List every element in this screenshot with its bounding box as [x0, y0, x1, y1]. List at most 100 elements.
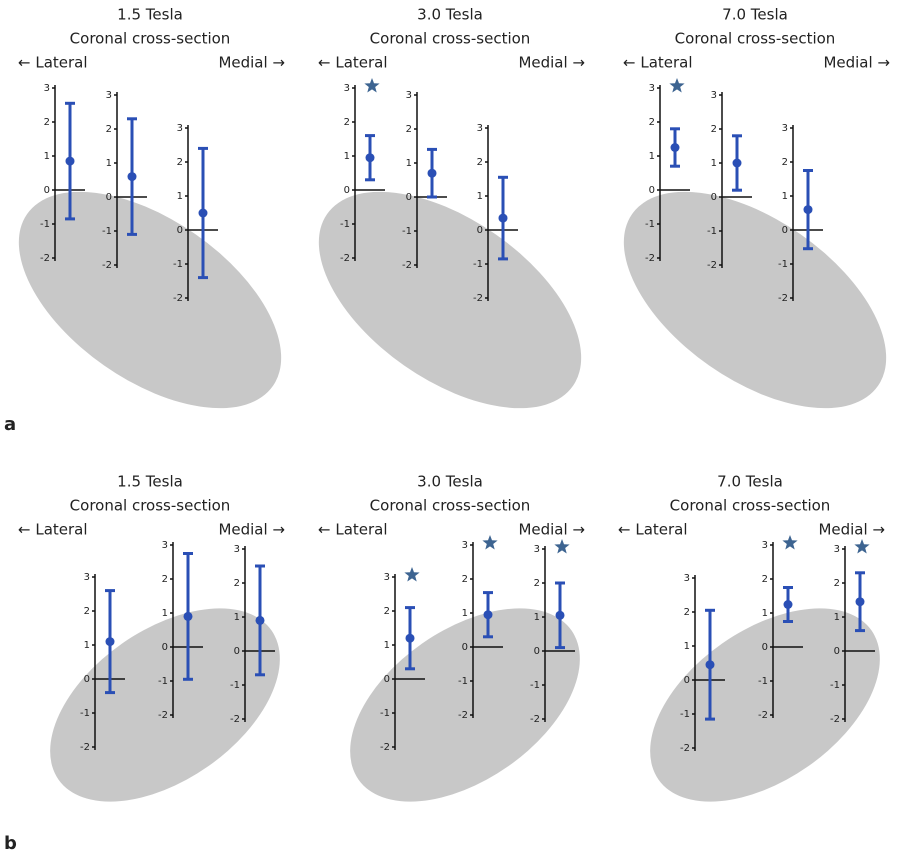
mean-point — [484, 610, 493, 619]
y-tick-label: 1 — [177, 191, 183, 202]
medial-label: Medial → — [818, 521, 885, 539]
y-tick-label: 1 — [762, 608, 768, 619]
y-tick-label: 0 — [477, 225, 483, 236]
medial-label: Medial → — [518, 54, 585, 72]
y-tick-label: 1 — [44, 151, 50, 162]
y-tick-label: 0 — [711, 192, 717, 203]
y-tick-label: 2 — [177, 157, 183, 168]
y-tick-label: 3 — [84, 572, 90, 583]
y-tick-label: 1 — [234, 612, 240, 623]
y-tick-label: -2 — [102, 260, 112, 271]
y-tick-label: 3 — [177, 123, 183, 134]
significance-star — [482, 535, 497, 550]
chart: 7.0 TeslaCoronal cross-section← LateralM… — [586, 6, 902, 452]
y-tick-label: 3 — [684, 573, 690, 584]
y-tick-label: -2 — [458, 710, 468, 721]
y-tick-label: -1 — [173, 259, 183, 270]
y-tick-label: 1 — [106, 158, 112, 169]
y-tick-label: 3 — [477, 123, 483, 134]
y-tick-label: 0 — [834, 646, 840, 657]
y-tick-label: 2 — [106, 124, 112, 135]
chart: 3.0 TeslaCoronal cross-section← LateralM… — [281, 6, 619, 452]
y-tick-label: -1 — [530, 680, 540, 691]
y-tick-label: 0 — [462, 642, 468, 653]
mean-point — [499, 214, 508, 223]
y-tick-label: 3 — [406, 90, 412, 101]
mean-point — [784, 600, 793, 609]
y-tick-label: -1 — [680, 709, 690, 720]
chart-title: 7.0 Tesla — [722, 6, 788, 24]
y-tick-label: -1 — [830, 680, 840, 691]
y-tick-label: 1 — [384, 640, 390, 651]
chart-title: 7.0 Tesla — [717, 473, 783, 491]
significance-star — [854, 539, 869, 554]
y-tick-label: -1 — [340, 219, 350, 230]
y-tick-label: -2 — [473, 293, 483, 304]
significance-star — [364, 78, 379, 93]
y-tick-label: 3 — [44, 83, 50, 94]
chart-title: 1.5 Tesla — [117, 6, 183, 24]
lateral-label: ← Lateral — [623, 54, 693, 72]
y-tick-label: -2 — [830, 714, 840, 725]
y-tick-label: -2 — [778, 293, 788, 304]
y-tick-label: 1 — [406, 158, 412, 169]
y-tick-label: 1 — [834, 612, 840, 623]
y-tick-label: -2 — [230, 714, 240, 725]
y-tick-label: 0 — [177, 225, 183, 236]
y-tick-label: 2 — [462, 574, 468, 585]
significance-star — [404, 567, 419, 582]
y-tick-label: -2 — [402, 260, 412, 271]
y-tick-label: 3 — [534, 544, 540, 555]
y-tick-label: -1 — [102, 226, 112, 237]
medial-label: Medial → — [218, 54, 285, 72]
y-tick-label: 3 — [782, 123, 788, 134]
y-tick-label: 1 — [684, 641, 690, 652]
y-tick-label: 2 — [234, 578, 240, 589]
y-tick-label: 1 — [162, 608, 168, 619]
y-tick-label: 3 — [711, 90, 717, 101]
y-tick-label: -1 — [380, 708, 390, 719]
medial-label: Medial → — [823, 54, 890, 72]
chart-subtitle: Coronal cross-section — [670, 497, 831, 515]
y-tick-label: -2 — [707, 260, 717, 271]
y-tick-label: 0 — [762, 642, 768, 653]
panel-label: a — [4, 414, 16, 435]
y-tick-label: -2 — [758, 710, 768, 721]
chart-subtitle: Coronal cross-section — [370, 30, 531, 48]
y-tick-label: -1 — [230, 680, 240, 691]
y-tick-label: 3 — [344, 83, 350, 94]
significance-star — [669, 78, 684, 93]
y-tick-label: 1 — [462, 608, 468, 619]
mean-point — [406, 634, 415, 643]
y-tick-label: 2 — [711, 124, 717, 135]
y-tick-label: -1 — [158, 676, 168, 687]
significance-star — [554, 539, 569, 554]
y-tick-label: 2 — [649, 117, 655, 128]
y-tick-label: 3 — [384, 572, 390, 583]
y-tick-label: 1 — [84, 640, 90, 651]
y-tick-label: 2 — [44, 117, 50, 128]
y-tick-label: 3 — [834, 544, 840, 555]
y-tick-label: -1 — [707, 226, 717, 237]
mean-point — [106, 637, 115, 646]
y-tick-label: 3 — [234, 544, 240, 555]
mean-point — [856, 597, 865, 606]
figure: a b 1.5 TeslaCoronal cross-section← Late… — [0, 0, 902, 856]
chart-title: 3.0 Tesla — [417, 6, 483, 24]
mean-point — [66, 157, 75, 166]
significance-star — [782, 535, 797, 550]
mean-point — [256, 616, 265, 625]
y-tick-label: -1 — [778, 259, 788, 270]
y-tick-label: -1 — [645, 219, 655, 230]
y-tick-label: -1 — [458, 676, 468, 687]
chart-title: 3.0 Tesla — [417, 473, 483, 491]
y-tick-label: 0 — [344, 185, 350, 196]
y-tick-label: -1 — [80, 708, 90, 719]
y-tick-label: -1 — [402, 226, 412, 237]
lateral-label: ← Lateral — [18, 521, 88, 539]
y-tick-label: 0 — [234, 646, 240, 657]
y-tick-label: -2 — [158, 710, 168, 721]
y-tick-label: 2 — [534, 578, 540, 589]
y-tick-label: 1 — [711, 158, 717, 169]
